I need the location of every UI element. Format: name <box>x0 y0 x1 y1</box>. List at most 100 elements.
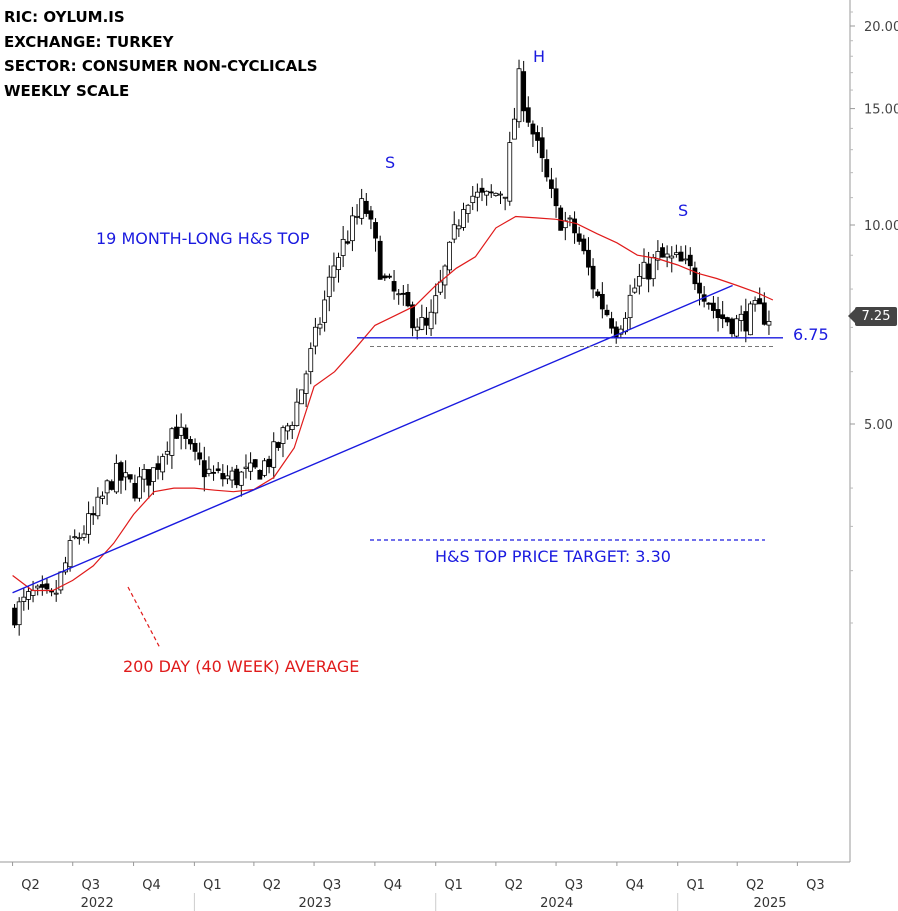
x-quarter-label: Q1 <box>444 878 463 893</box>
left-shoulder-label: S <box>385 153 396 172</box>
candle-body <box>312 326 318 347</box>
x-quarter-label: Q3 <box>565 878 584 893</box>
candle-body <box>363 200 369 214</box>
candle-body <box>627 294 633 319</box>
candle-body <box>752 300 758 305</box>
candle-body <box>720 314 726 320</box>
candle-body <box>623 317 628 333</box>
candle-body <box>76 537 82 540</box>
candle-body <box>303 373 309 394</box>
ticker-info: RIC: OYLUM.IS EXCHANGE: TURKEY SECTOR: C… <box>4 5 318 103</box>
neckline-value-label: 6.75 <box>793 325 829 344</box>
candle-body <box>109 481 115 490</box>
candle-body <box>761 302 767 325</box>
candle-body <box>613 326 619 338</box>
candle-body <box>521 71 527 112</box>
candle-body <box>442 265 448 286</box>
candle-body <box>567 217 573 220</box>
candle-body <box>405 292 411 307</box>
candle-body <box>706 302 712 305</box>
candle-body <box>553 188 559 207</box>
right-shoulder-label: S <box>678 201 689 220</box>
candle-body <box>493 192 499 197</box>
candle-body <box>465 204 471 214</box>
candle-body <box>331 265 337 278</box>
candle-body <box>636 276 642 287</box>
candle-body <box>354 215 360 218</box>
candle-body <box>317 323 323 329</box>
candle-body <box>470 195 476 204</box>
candle-body <box>326 276 332 298</box>
candle-body <box>743 311 749 332</box>
candle-body <box>451 224 457 240</box>
candle-body <box>673 252 679 255</box>
x-year-label: 2024 <box>540 896 573 911</box>
candle-body <box>456 225 462 230</box>
candle-body <box>174 426 179 439</box>
candle-body <box>530 123 536 135</box>
candle-body <box>188 439 193 445</box>
y-tick-label: 5.00 <box>864 418 893 433</box>
candle-body <box>498 193 503 196</box>
x-year-label: 2023 <box>299 896 332 911</box>
candle-body <box>738 313 744 321</box>
candle-body <box>474 191 480 198</box>
pattern-label: 19 MONTH-LONG H&S TOP <box>96 229 310 248</box>
candle-body <box>90 513 96 516</box>
candle-body <box>599 293 605 310</box>
candle-body <box>678 251 684 262</box>
candle-body <box>414 326 420 331</box>
x-quarter-label: Q2 <box>21 878 40 893</box>
candle-body <box>164 450 170 455</box>
candle-body <box>544 159 550 178</box>
candle-body <box>748 303 753 336</box>
candle-body <box>604 309 610 316</box>
x-quarter-label: Q3 <box>323 878 342 893</box>
candle-body <box>650 257 656 280</box>
candle-body <box>118 462 124 481</box>
last-price-badge: 7.25 <box>848 307 897 326</box>
candle-body <box>39 584 45 588</box>
candle-body <box>396 293 402 296</box>
candle-body <box>632 287 638 293</box>
candle-body <box>308 348 314 373</box>
candlestick-series <box>12 59 772 636</box>
candle-body <box>271 441 277 468</box>
x-year-label: 2025 <box>753 896 786 911</box>
candle-body <box>146 469 152 486</box>
moving-average-line <box>12 215 774 592</box>
candle-body <box>211 471 216 474</box>
head-label: H <box>533 47 546 66</box>
sector-label: SECTOR: CONSUMER NON-CYCLICALS <box>4 57 318 75</box>
candle-body <box>285 425 291 432</box>
y-tick-label: 15.00 <box>864 103 898 118</box>
candle-body <box>155 463 161 470</box>
candle-body <box>67 540 73 568</box>
candle-body <box>683 258 689 261</box>
candle-body <box>95 496 101 517</box>
candle-body <box>336 257 341 271</box>
candle-body <box>113 462 119 493</box>
candle-body <box>391 281 397 292</box>
candle-body <box>572 218 577 234</box>
candle-body <box>715 309 721 319</box>
candle-body <box>479 187 485 193</box>
candle-body <box>294 401 300 426</box>
candle-body <box>419 317 425 330</box>
candle-body <box>183 427 189 439</box>
y-axis-ticks: 20.00 15.00 10.00 5.00 <box>850 11 898 624</box>
candle-body <box>289 424 295 430</box>
candle-body <box>692 267 698 285</box>
candle-body <box>63 562 68 573</box>
x-year-label: 2022 <box>81 896 114 911</box>
candle-body <box>12 607 17 626</box>
rising-trendline <box>12 284 733 594</box>
candle-body <box>257 469 263 480</box>
candle-body <box>757 298 763 305</box>
candle-body <box>262 460 267 476</box>
candle-body <box>368 210 374 220</box>
candle-body <box>86 513 91 535</box>
candle-body <box>248 462 253 472</box>
candle-body <box>123 472 129 478</box>
candle-body <box>345 241 351 244</box>
